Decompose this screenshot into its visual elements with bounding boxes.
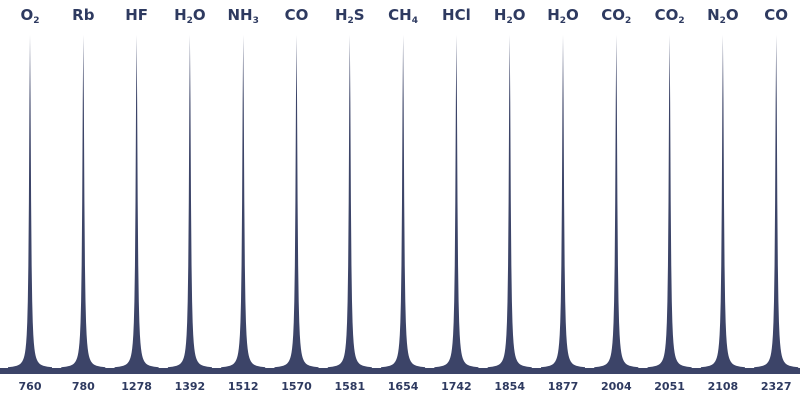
- molecule-formula-text: H: [547, 6, 560, 24]
- spectral-peak: [647, 35, 692, 369]
- x-tick-label: 760: [18, 380, 42, 393]
- spectral-peak: [327, 35, 372, 369]
- peak-molecule-label: N2O: [688, 6, 758, 26]
- peak-molecule-label: Rb: [48, 6, 118, 24]
- peak-molecule-label: HF: [102, 6, 172, 24]
- molecule-formula-text: CH: [388, 6, 412, 24]
- peak-molecule-label: HCl: [421, 6, 491, 24]
- spectral-peak: [221, 35, 266, 369]
- molecule-subscript: 3: [252, 16, 259, 26]
- molecule-formula-text: HCl: [442, 6, 471, 24]
- molecule-formula-text: H: [493, 6, 507, 24]
- molecule-formula-text: CO: [284, 6, 309, 24]
- molecule-formula-text: H: [334, 6, 348, 24]
- x-tick-label: 1877: [547, 380, 579, 393]
- molecule-subscript: 2: [186, 16, 193, 26]
- peak-molecule-label: CO2: [581, 6, 651, 26]
- peak-molecule-label: H2O: [528, 6, 598, 26]
- x-tick-label: 1392: [174, 380, 206, 393]
- molecule-formula-text: O: [20, 6, 34, 24]
- peak-molecule-label: NH3: [208, 6, 278, 26]
- molecule-formula-suffix: O: [566, 6, 579, 24]
- molecule-subscript: 2: [506, 16, 513, 26]
- spectral-peak: [8, 35, 52, 369]
- x-tick-label: 780: [71, 380, 95, 393]
- molecule-subscript: 2: [678, 16, 685, 26]
- x-tick-label: 1654: [387, 380, 419, 393]
- peak-molecule-label: O2: [0, 6, 65, 26]
- spectral-peak: [700, 35, 745, 369]
- spectral-peak: [167, 35, 212, 369]
- peak-molecule-label: H2O: [155, 6, 225, 26]
- molecule-subscript: 2: [33, 16, 40, 26]
- x-tick-label: 1278: [121, 380, 152, 393]
- spectrum-baseline: [0, 368, 800, 374]
- molecule-formula-text: N: [707, 6, 720, 24]
- x-tick-label: 2108: [707, 380, 739, 393]
- spectral-peak: [434, 35, 479, 369]
- molecule-formula-suffix: O: [192, 6, 206, 24]
- molecule-subscript: 2: [347, 16, 354, 26]
- x-tick-label: 2051: [654, 380, 685, 393]
- spectral-peak: [274, 35, 319, 369]
- peak-molecule-label: CH4: [368, 6, 438, 26]
- peak-molecule-label: CO: [741, 6, 800, 24]
- molecule-formula-text: H: [174, 6, 187, 24]
- spectral-peak: [381, 35, 426, 369]
- spectral-peak: [114, 35, 159, 369]
- x-tick-label: 1854: [494, 380, 525, 393]
- molecule-subscript: 2: [719, 16, 726, 26]
- peak-molecule-label: CO2: [635, 6, 705, 26]
- molecule-subscript: 2: [559, 16, 567, 26]
- x-tick-label: 1570: [281, 380, 312, 393]
- peak-molecule-label: H2S: [315, 6, 385, 26]
- x-tick-label: 1581: [334, 380, 366, 393]
- spectral-peak: [487, 35, 532, 369]
- spectral-peak: [541, 35, 585, 369]
- molecule-formula-text: HF: [125, 6, 148, 24]
- spectral-peak: [754, 35, 799, 369]
- molecule-formula-text: CO: [764, 6, 789, 24]
- x-tick-label: 1512: [227, 380, 259, 393]
- molecule-formula-text: CO: [654, 6, 679, 24]
- molecule-formula-text: Rb: [72, 6, 95, 24]
- molecule-subscript: 2: [625, 16, 632, 26]
- molecule-formula-text: NH: [227, 6, 253, 24]
- peak-molecule-label: H2O: [475, 6, 545, 26]
- x-tick-label: 2004: [600, 380, 632, 393]
- spectral-peak: [61, 35, 106, 369]
- molecule-subscript: 4: [411, 16, 418, 26]
- spectral-peak: [594, 35, 639, 369]
- peak-molecule-label: CO: [262, 6, 332, 24]
- molecule-formula-text: CO: [601, 6, 626, 24]
- molecule-formula-suffix: S: [353, 6, 365, 24]
- x-tick-label: 1742: [441, 380, 472, 393]
- x-tick-label: 2327: [760, 380, 792, 393]
- molecule-formula-suffix: O: [725, 6, 739, 24]
- molecule-formula-suffix: O: [512, 6, 526, 24]
